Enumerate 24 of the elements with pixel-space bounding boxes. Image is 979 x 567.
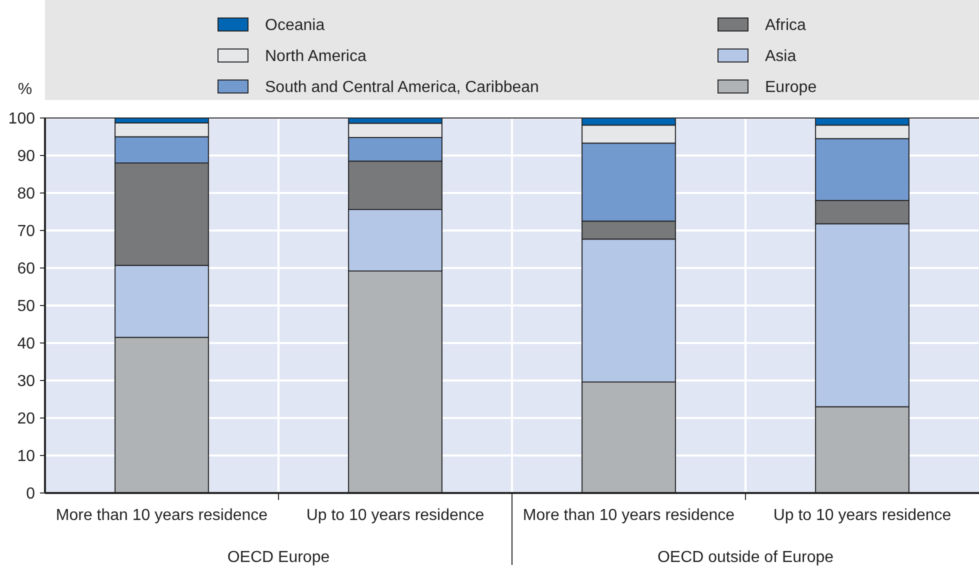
y-tick-label: 30 xyxy=(17,373,36,390)
y-tick-label: 50 xyxy=(17,298,36,316)
text: OECD Europe xyxy=(227,549,330,566)
y-tick-label: 70 xyxy=(17,223,36,240)
y-tick-label: 80 xyxy=(17,186,36,203)
legend-label: Oceania xyxy=(265,17,325,34)
y-tick-label: 10 xyxy=(17,448,36,466)
text: OECD outside of Europe xyxy=(657,549,834,566)
y-tick-label: 90 xyxy=(17,148,36,166)
y-tick-label: 100 xyxy=(8,110,36,128)
y-tick-label: 20 xyxy=(17,410,36,428)
x-tick-label: More than 10 years residence xyxy=(56,507,268,524)
y-tick-label: 40 xyxy=(17,336,36,353)
legend-label: Africa xyxy=(765,17,806,34)
legend-label: Europe xyxy=(765,79,817,96)
x-tick-label: Up to 10 years residence xyxy=(773,507,952,524)
x-tick-label: More than 10 years residence xyxy=(522,507,735,524)
legend-label: Asia xyxy=(765,48,796,65)
x-tick-label: Up to 10 years residence xyxy=(306,507,484,524)
legend-label: North America xyxy=(265,48,366,65)
legend-label: South and Central America, Caribbean xyxy=(265,79,539,96)
y-tick-label: 60 xyxy=(17,260,36,278)
y-axis-title: % xyxy=(18,81,32,98)
y-tick-label: 0 xyxy=(26,486,36,503)
